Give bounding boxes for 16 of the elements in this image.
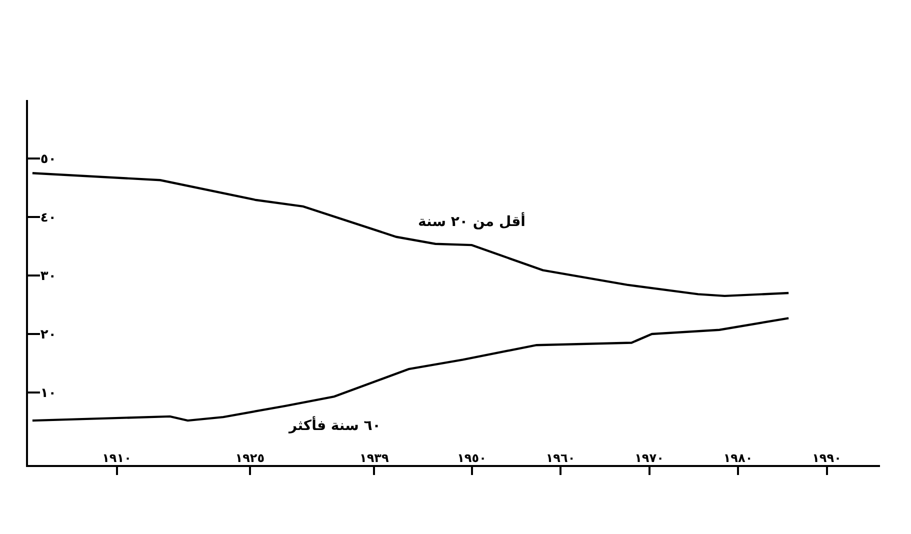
x-tick-label: ١٩٧٠ [634, 451, 664, 465]
y-tick-label: ١٠ [40, 386, 56, 402]
x-tick-label: ١٩٣٩ [359, 451, 390, 465]
x-tick-label: ١٩٨٠ [723, 451, 753, 465]
x-tick-label: ١٩٢٥ [235, 451, 265, 465]
series-label: ٦٠ سنة فأكثر [288, 416, 381, 434]
y-tick-label: ٥٠ [40, 152, 56, 168]
series-label: أقل من ٢٠ سنة [418, 212, 526, 230]
x-tick-label: ١٩٩٠ [812, 451, 842, 465]
x-tick-label: ١٩٥٠ [457, 451, 486, 465]
y-tick-label: ٤٠ [40, 210, 56, 226]
y-tick-label: ٣٠ [40, 269, 56, 284]
y-tick-label: ٢٠ [40, 328, 56, 343]
line-series [31, 172, 790, 298]
x-tick-label: ١٩١٠ [102, 451, 132, 465]
x-tick-label: ١٩٦٠ [546, 451, 576, 465]
